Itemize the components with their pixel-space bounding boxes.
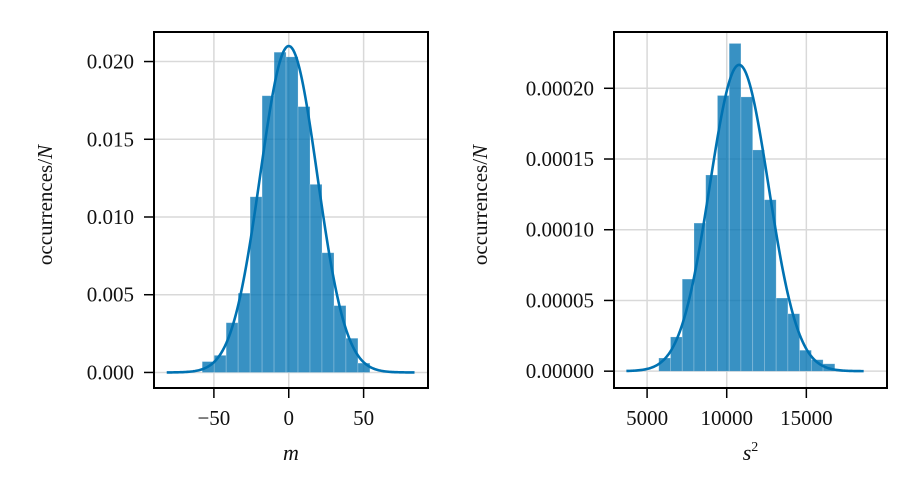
histogram-bar [261,95,275,373]
y-axis: 0.000 0.005 0.010 0.015 0.020 [87,50,154,384]
x-tick-label: −50 [197,406,230,430]
histogram-bar [309,183,323,373]
axes-frame [613,31,888,389]
histogram-bar [752,149,765,372]
histogram-bar [728,43,742,372]
histogram-bar [740,96,754,372]
x-axis-label: m [283,440,299,465]
x-axis: −50 0 50 [197,388,374,430]
x-tick-label: 10000 [700,406,753,430]
y-axis: 0.00000 0.00005 0.00010 0.00015 0.00020 [526,76,614,383]
x-tick-label: 50 [353,406,374,430]
y-tick-label: 0.010 [87,205,134,229]
axes-frame [153,31,429,389]
y-axis-label: occurrences/N [33,144,57,265]
histogram-m-panel: 0.000 0.005 0.010 0.015 0.020 −50 0 50 m occurren… [33,31,429,465]
y-tick-label: 0.00005 [526,288,594,312]
normal-fit-curve [166,44,415,374]
histogram-bars [658,43,836,372]
y-tick-label: 0.00015 [526,147,594,171]
normal-fit-curve [626,63,864,373]
histogram-bar [681,278,695,372]
x-tick-label: 0 [284,406,295,430]
y-tick-label: 0.00000 [526,359,594,383]
x-tick-label: 5000 [626,406,668,430]
histogram-bar [297,106,311,373]
x-tick-label: 15000 [780,406,833,430]
y-tick-label: 0.020 [87,50,134,74]
histogram-bar [237,292,251,373]
histogram-bar [717,95,730,372]
histogram-bar [787,313,801,372]
histogram-bar [273,51,287,373]
y-tick-label: 0.005 [87,283,134,307]
histogram-bar [213,354,227,373]
y-tick-label: 0.015 [87,127,134,151]
histogram-bars [201,51,371,373]
x-axis-label: s2 [743,440,759,465]
histogram-s2-panel: 0.00000 0.00005 0.00010 0.00015 0.00020 5000 1… [468,31,888,465]
histogram-bar [775,297,789,372]
histogram-bar [285,56,299,373]
x-axis: 5000 10000 15000 [626,388,833,430]
y-tick-label: 0.00020 [526,76,594,100]
histogram-bar [333,305,347,373]
y-tick-label: 0.00010 [526,218,594,242]
y-tick-label: 0.000 [87,360,134,384]
y-axis-label: occurrences/N [468,144,492,265]
